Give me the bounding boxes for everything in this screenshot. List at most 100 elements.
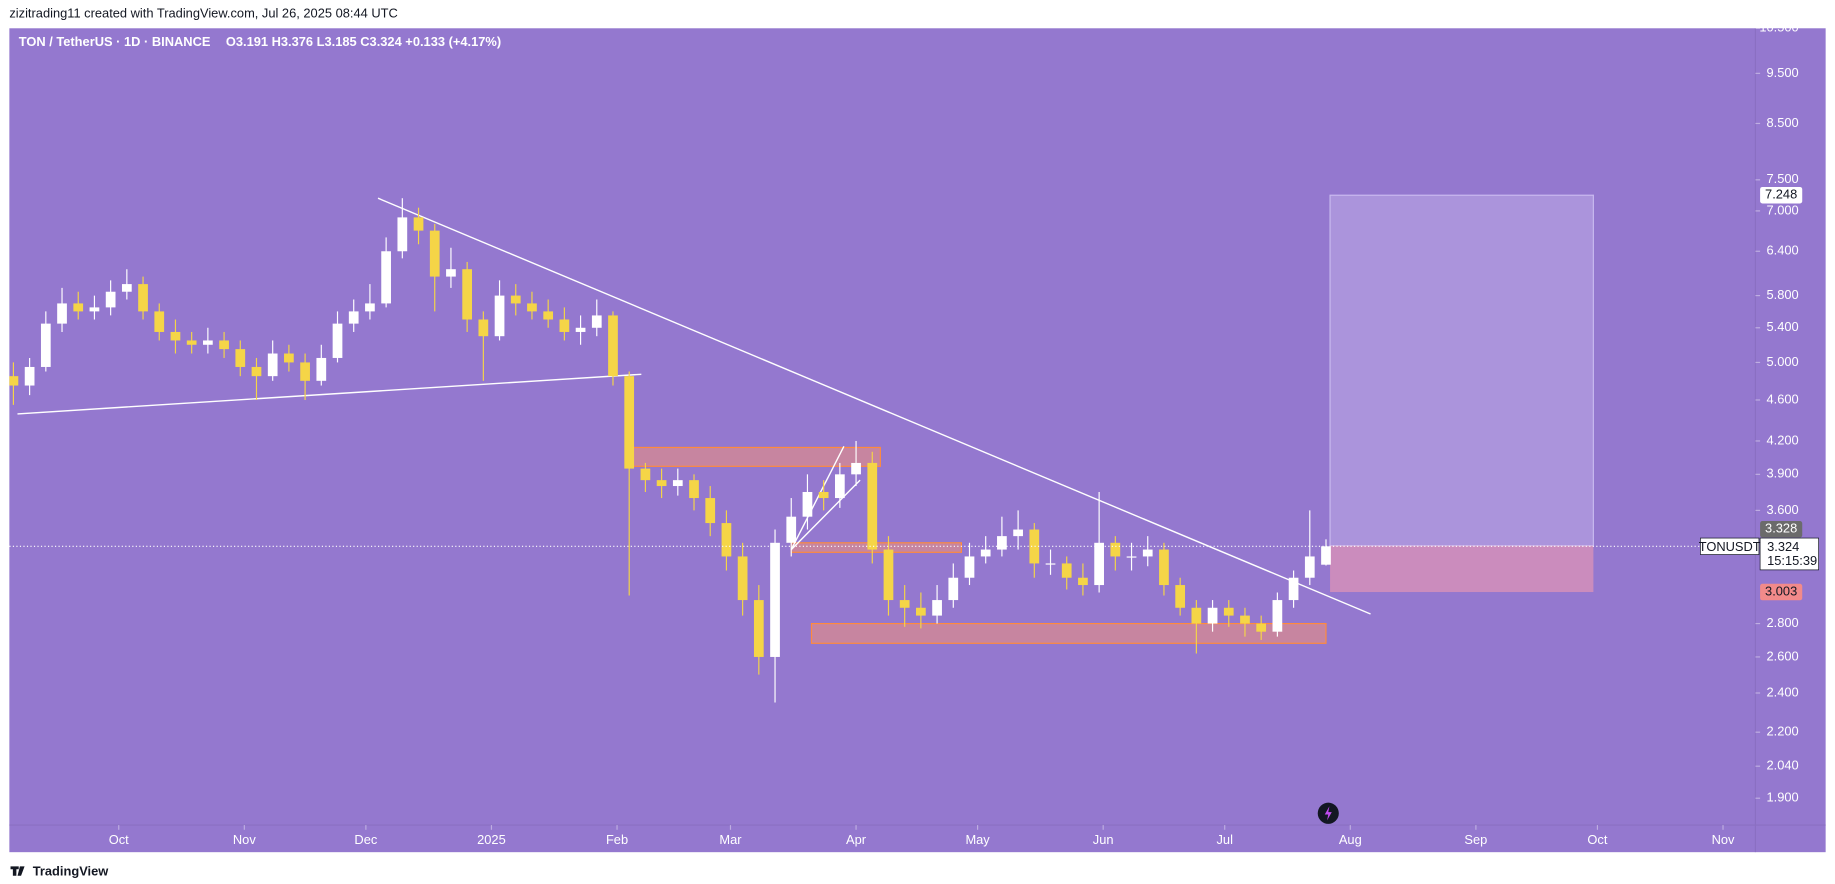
- candle-body: [624, 376, 635, 469]
- candle-body: [753, 600, 764, 657]
- x-tick-label: Jul: [1216, 832, 1232, 847]
- candle-body: [1159, 549, 1169, 586]
- y-tick-label: 7.000: [1767, 202, 1799, 217]
- x-tick-label: Aug: [1339, 832, 1362, 847]
- trendline: [17, 373, 642, 415]
- candle-body: [381, 251, 391, 304]
- x-tick-label: May: [965, 832, 990, 847]
- candle-body: [1321, 546, 1331, 565]
- countdown-label: 15:15:39: [1767, 553, 1817, 568]
- x-tick-label: Sep: [1464, 832, 1487, 847]
- candle-body: [478, 319, 489, 337]
- y-tick-label: 8.500: [1767, 115, 1799, 130]
- header: zizitrading11 created with TradingView.c…: [9, 6, 397, 21]
- y-tick-label: 2.800: [1767, 615, 1799, 630]
- x-tick-label: Oct: [1587, 832, 1607, 847]
- candle-body: [1191, 607, 1202, 624]
- y-tick-label: 2.400: [1767, 684, 1799, 699]
- candle-body: [1013, 529, 1023, 537]
- candle-body: [1061, 563, 1072, 578]
- candle-body: [1029, 529, 1040, 564]
- profit-zone: [1329, 194, 1594, 547]
- y-tick-label: 10.500: [1759, 20, 1798, 35]
- y-tick-label: 4.600: [1767, 391, 1799, 406]
- candle-body: [640, 468, 651, 481]
- candle-body: [818, 491, 829, 499]
- candle-body: [705, 498, 716, 524]
- candle-body: [89, 307, 100, 312]
- candle-body: [867, 462, 878, 550]
- candle-body: [527, 303, 537, 312]
- x-tick-label: Nov: [1712, 832, 1735, 847]
- x-tick-label: Jun: [1093, 832, 1114, 847]
- candle-body: [365, 303, 375, 312]
- y-tick-label: 7.500: [1767, 171, 1799, 186]
- candle-body: [672, 480, 683, 487]
- stop-label-box: [1760, 583, 1803, 601]
- candle-body: [138, 284, 148, 312]
- candle-body: [170, 331, 181, 341]
- event-icon[interactable]: [1317, 802, 1339, 824]
- entry-label: 3.328: [1765, 521, 1797, 536]
- candle-body: [446, 269, 456, 277]
- candle-body: [251, 366, 262, 377]
- candle-body: [1272, 600, 1283, 632]
- candle-body: [154, 311, 165, 332]
- x-tick-label: Apr: [846, 832, 867, 847]
- candle-body: [300, 362, 310, 381]
- candle-body: [1304, 556, 1315, 578]
- candle-body: [721, 523, 732, 557]
- candle-body: [57, 303, 67, 324]
- candle-body: [770, 542, 780, 657]
- trendline: [790, 446, 845, 550]
- candle-body: [916, 607, 926, 616]
- candle-body: [186, 340, 197, 345]
- target-label-box: [1760, 186, 1803, 204]
- candle-body: [1126, 556, 1137, 558]
- candle-body: [121, 284, 132, 292]
- y-tick-label: 2.200: [1767, 724, 1799, 739]
- trendline: [790, 479, 861, 551]
- candle-body: [413, 217, 424, 231]
- candle-body: [786, 516, 797, 543]
- candle-body: [1256, 623, 1267, 632]
- candle-body: [980, 549, 991, 557]
- candle-body: [802, 491, 813, 517]
- ohlc-legend: O3.191 H3.376 L3.185 C3.324 +0.133 (+4.1…: [226, 34, 501, 49]
- candle-body: [543, 311, 554, 320]
- candle-body: [73, 303, 84, 312]
- candle-body: [235, 349, 246, 367]
- y-tick-label: 2.600: [1767, 648, 1799, 663]
- candle-body: [899, 600, 910, 608]
- candle-body: [559, 319, 570, 332]
- candle-body: [608, 315, 618, 377]
- y-tick-label: 6.400: [1767, 243, 1799, 258]
- candle-body: [40, 323, 51, 367]
- candle-body: [1110, 542, 1121, 557]
- candle-body: [316, 357, 327, 381]
- stop-zone: [1330, 545, 1594, 593]
- candle-body: [1142, 549, 1153, 557]
- candle-body: [348, 311, 359, 324]
- supply-demand-zone: [810, 622, 1327, 644]
- trendline: [377, 197, 1371, 615]
- y-tick-label: 5.800: [1767, 287, 1799, 302]
- candle-body: [332, 323, 343, 358]
- candle-body: [1078, 577, 1088, 586]
- symbol-box: [1700, 537, 1760, 555]
- y-tick-label: 5.400: [1767, 319, 1799, 334]
- candle-body: [1175, 585, 1186, 608]
- candle-body: [462, 269, 473, 320]
- candle-body: [737, 556, 748, 601]
- x-tick-label: Nov: [233, 832, 256, 847]
- x-tick-label: 2025: [477, 832, 506, 847]
- y-tick-label: 5.000: [1767, 354, 1799, 369]
- candle-body: [851, 462, 861, 475]
- candle-body: [510, 295, 521, 304]
- candle-body: [1288, 577, 1299, 601]
- candle-body: [284, 353, 294, 363]
- candle-body: [1045, 563, 1056, 565]
- candle-body: [1094, 542, 1104, 586]
- y-tick-label: 3.900: [1767, 466, 1799, 481]
